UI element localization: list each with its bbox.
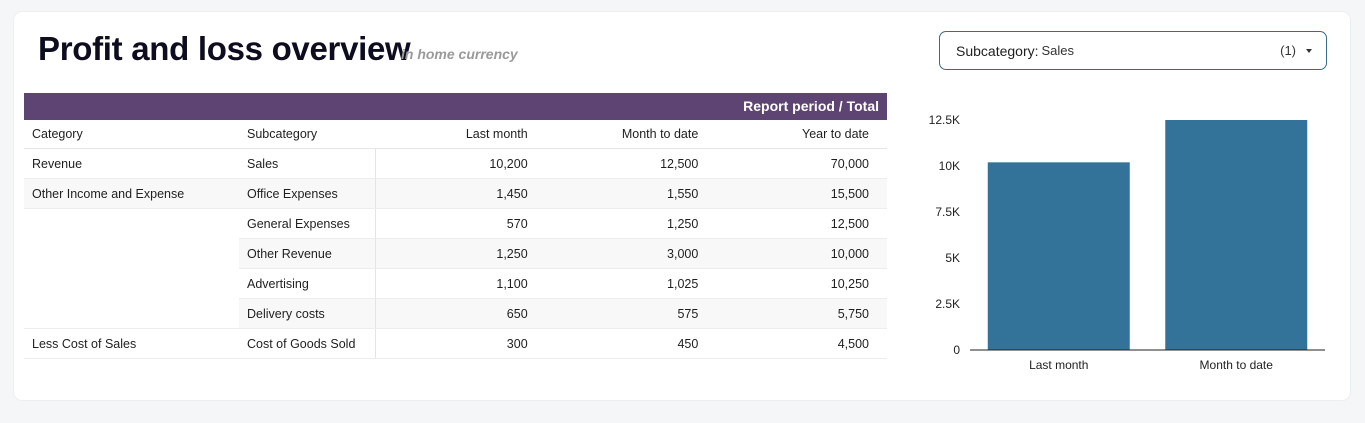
cell-year-to-date: 12,500 xyxy=(716,208,887,239)
column-header-last-month[interactable]: Last month xyxy=(375,120,546,149)
column-header-category[interactable]: Category xyxy=(24,120,239,149)
cell-subcategory: Office Expenses xyxy=(239,178,376,209)
cell-year-to-date: 4,500 xyxy=(716,328,887,359)
cell-subcategory: Advertising xyxy=(239,268,376,299)
page-subtitle: in home currency xyxy=(401,46,518,62)
cell-month-to-date: 3,000 xyxy=(545,238,717,269)
table-row: Advertising 1,100 1,025 10,250 xyxy=(24,268,887,299)
table-row: Less Cost of Sales Cost of Goods Sold 30… xyxy=(24,328,887,359)
cell-subcategory: Other Revenue xyxy=(239,238,376,269)
table-row: Delivery costs 650 575 5,750 xyxy=(24,298,887,329)
cell-year-to-date: 15,500 xyxy=(716,178,887,209)
cell-category: Revenue xyxy=(24,148,239,179)
cell-month-to-date: 12,500 xyxy=(545,148,717,179)
cell-last-month: 1,450 xyxy=(375,178,546,209)
x-tick-label: Month to date xyxy=(1200,358,1274,372)
bar-chart-svg: 0 2.5K 5K 7.5K 10K 12.5K Last month Month to da… xyxy=(929,113,1325,372)
bar[interactable] xyxy=(1165,120,1308,350)
column-header-month-to-date[interactable]: Month to date xyxy=(545,120,717,149)
cell-month-to-date: 575 xyxy=(545,298,717,329)
cell-category xyxy=(24,298,239,329)
cell-month-to-date: 1,550 xyxy=(545,178,717,209)
cell-year-to-date: 5,750 xyxy=(716,298,887,329)
y-tick-label: 5K xyxy=(945,251,960,265)
y-tick-label: 10K xyxy=(939,159,960,173)
table-row: Revenue Sales 10,200 12,500 70,000 xyxy=(24,148,887,179)
column-header-year-to-date[interactable]: Year to date xyxy=(716,120,887,149)
cell-category: Other Income and Expense xyxy=(24,178,239,209)
cell-last-month: 10,200 xyxy=(375,148,546,179)
y-tick-label: 0 xyxy=(953,343,960,357)
pnl-table: Report period / Total Category Subcatego… xyxy=(24,93,887,359)
table-row: General Expenses 570 1,250 12,500 xyxy=(24,208,887,239)
cell-category xyxy=(24,269,239,299)
cell-subcategory: Sales xyxy=(239,148,376,179)
column-header-subcategory[interactable]: Subcategory xyxy=(239,120,375,149)
bar-chart: 0 2.5K 5K 7.5K 10K 12.5K Last month Month to da… xyxy=(905,100,1345,390)
cell-last-month: 1,250 xyxy=(375,238,546,269)
filter-label: Subcategory: xyxy=(956,42,1039,59)
report-period-header: Report period / Total xyxy=(24,93,887,120)
cell-subcategory: General Expenses xyxy=(239,208,376,239)
cell-year-to-date: 70,000 xyxy=(716,148,887,179)
table-header-row: Category Subcategory Last month Month to… xyxy=(24,120,887,149)
filter-count: (1) xyxy=(1280,43,1296,58)
cell-subcategory: Delivery costs xyxy=(239,298,376,329)
filter-value: Sales xyxy=(1041,43,1075,58)
page-title: Profit and loss overview xyxy=(38,30,411,67)
y-tick-label: 7.5K xyxy=(935,205,960,219)
cell-month-to-date: 1,250 xyxy=(545,208,717,239)
caret-down-icon xyxy=(1306,48,1312,53)
x-tick-label: Last month xyxy=(1029,358,1088,372)
cell-last-month: 650 xyxy=(375,298,546,329)
bar[interactable] xyxy=(987,162,1130,350)
cell-year-to-date: 10,000 xyxy=(716,238,887,269)
cell-subcategory: Cost of Goods Sold xyxy=(239,328,376,359)
table-row: Other Income and Expense Office Expenses… xyxy=(24,178,887,209)
cell-category xyxy=(24,209,239,239)
cell-month-to-date: 450 xyxy=(545,328,717,359)
cell-category: Less Cost of Sales xyxy=(24,328,239,359)
cell-category xyxy=(24,238,239,269)
y-tick-label: 12.5K xyxy=(929,113,960,127)
cell-last-month: 300 xyxy=(375,328,546,359)
table-row: Other Revenue 1,250 3,000 10,000 xyxy=(24,238,887,269)
cell-last-month: 1,100 xyxy=(375,268,546,299)
cell-year-to-date: 10,250 xyxy=(716,268,887,299)
cell-month-to-date: 1,025 xyxy=(545,268,717,299)
cell-last-month: 570 xyxy=(375,208,546,239)
y-tick-label: 2.5K xyxy=(935,297,960,311)
subcategory-filter-dropdown[interactable]: Subcategory: Sales (1) xyxy=(939,31,1327,70)
